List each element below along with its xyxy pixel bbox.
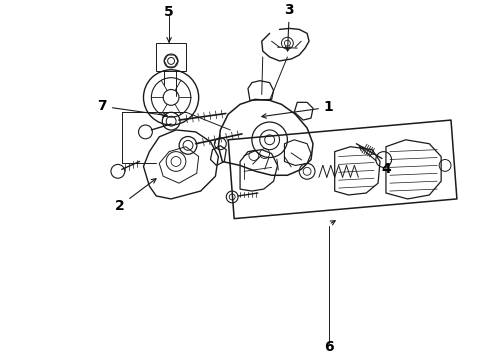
Text: 3: 3 [285,3,294,51]
Bar [156,43,186,71]
Text: 2: 2 [115,179,156,213]
Text: 4: 4 [360,147,391,176]
Text: 1: 1 [262,100,334,118]
Text: 6: 6 [324,340,334,354]
Text: 5: 5 [164,5,174,19]
Text: 7: 7 [97,99,167,117]
